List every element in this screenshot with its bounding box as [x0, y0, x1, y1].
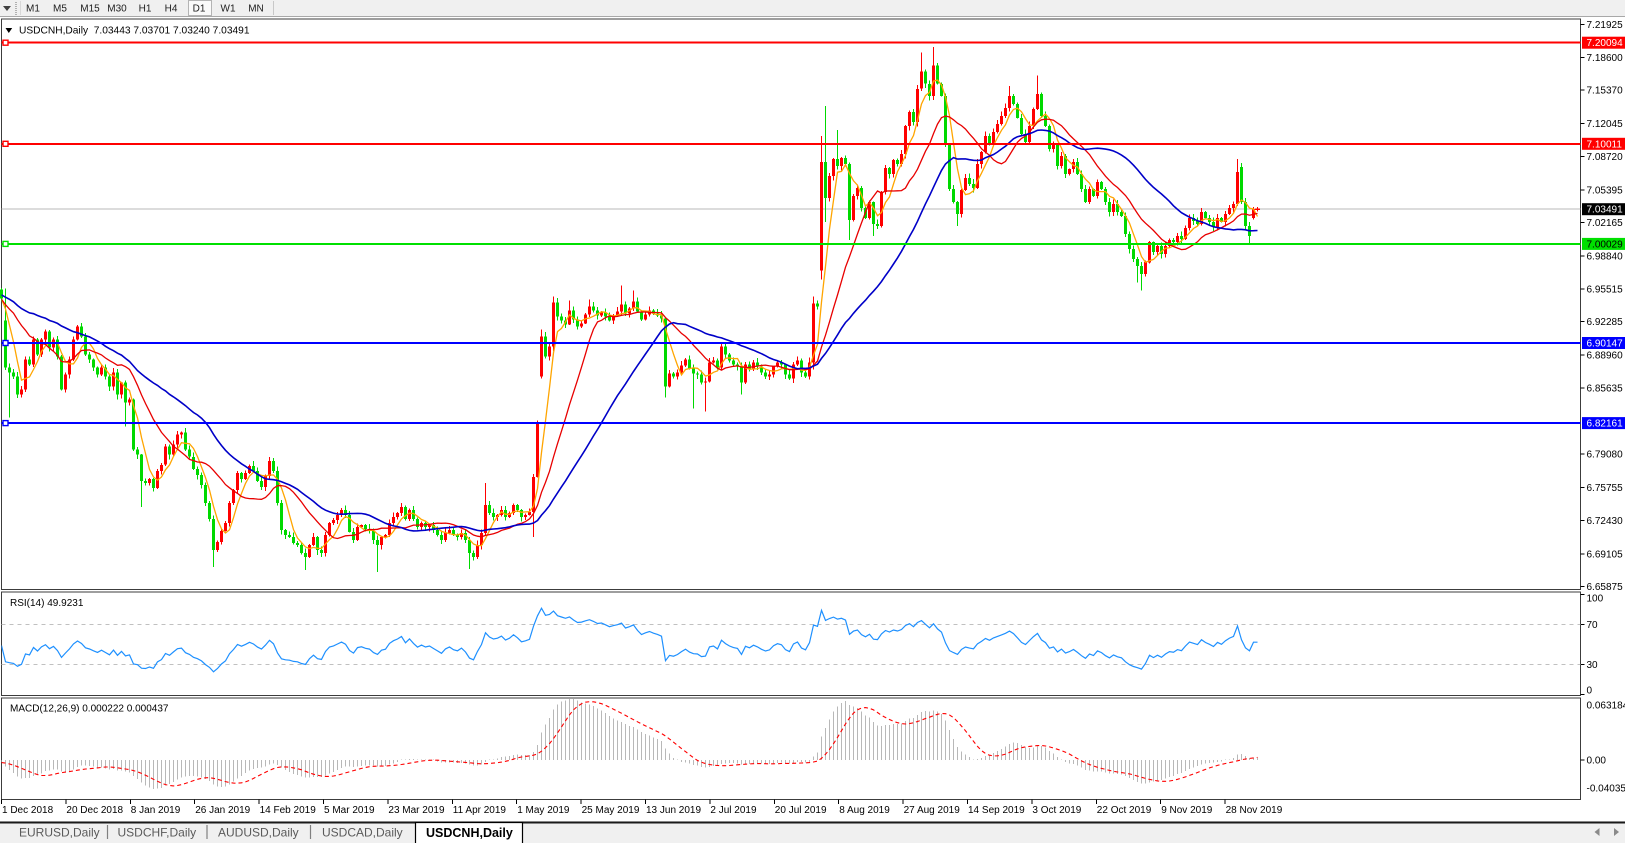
svg-text:1 Dec 2018: 1 Dec 2018: [2, 805, 54, 816]
svg-text:6.65875: 6.65875: [1587, 582, 1624, 593]
svg-text:20 Jul 2019: 20 Jul 2019: [775, 805, 827, 816]
svg-text:0.00: 0.00: [1587, 756, 1607, 767]
svg-text:W1: W1: [221, 4, 236, 15]
svg-text:6.88960: 6.88960: [1587, 350, 1624, 361]
svg-text:H4: H4: [165, 4, 178, 15]
svg-text:13 Jun 2019: 13 Jun 2019: [646, 805, 701, 816]
svg-text:7.08720: 7.08720: [1587, 152, 1624, 163]
svg-text:7.15370: 7.15370: [1587, 86, 1624, 97]
svg-text:-0.040355: -0.040355: [1587, 784, 1625, 795]
svg-text:1 May 2019: 1 May 2019: [517, 805, 570, 816]
svg-text:USDCNH,Daily: USDCNH,Daily: [426, 826, 513, 840]
svg-text:7.20094: 7.20094: [1587, 38, 1624, 49]
svg-text:22 Oct 2019: 22 Oct 2019: [1097, 805, 1152, 816]
svg-text:7.18600: 7.18600: [1587, 53, 1624, 64]
svg-text:8 Jan 2019: 8 Jan 2019: [131, 805, 181, 816]
svg-text:30: 30: [1587, 660, 1599, 671]
svg-text:3 Oct 2019: 3 Oct 2019: [1032, 805, 1081, 816]
svg-text:6.85635: 6.85635: [1587, 384, 1624, 395]
svg-text:MN: MN: [248, 4, 264, 15]
svg-text:USDCHF,Daily: USDCHF,Daily: [118, 826, 197, 840]
svg-text:7.00029: 7.00029: [1587, 239, 1624, 250]
svg-text:H1: H1: [139, 4, 152, 15]
svg-text:MACD(12,26,9) 0.000222 0.00043: MACD(12,26,9) 0.000222 0.000437: [10, 704, 169, 715]
svg-text:D1: D1: [193, 4, 206, 15]
svg-text:6.82161: 6.82161: [1587, 419, 1624, 430]
svg-text:7.05395: 7.05395: [1587, 186, 1624, 197]
svg-text:6.72430: 6.72430: [1587, 516, 1624, 527]
svg-text:6.69105: 6.69105: [1587, 550, 1624, 561]
svg-text:M30: M30: [107, 4, 127, 15]
svg-text:9 Nov 2019: 9 Nov 2019: [1161, 805, 1213, 816]
svg-text:M15: M15: [80, 4, 100, 15]
svg-text:26 Jan 2019: 26 Jan 2019: [195, 805, 250, 816]
svg-text:7.10011: 7.10011: [1587, 139, 1623, 150]
svg-text:USDCNH,Daily 7.03443 7.03701: USDCNH,Daily 7.03443 7.03701 7.03240 7.0…: [19, 26, 250, 37]
svg-text:0.063184: 0.063184: [1587, 701, 1625, 712]
svg-text:7.21925: 7.21925: [1587, 20, 1624, 31]
svg-text:14 Feb 2019: 14 Feb 2019: [260, 805, 317, 816]
svg-text:2 Jul 2019: 2 Jul 2019: [710, 805, 757, 816]
svg-text:6.95515: 6.95515: [1587, 285, 1624, 296]
svg-text:M1: M1: [26, 4, 40, 15]
svg-text:5 Mar 2019: 5 Mar 2019: [324, 805, 375, 816]
svg-text:14 Sep 2019: 14 Sep 2019: [968, 805, 1025, 816]
svg-text:28 Nov 2019: 28 Nov 2019: [1226, 805, 1283, 816]
svg-text:0: 0: [1587, 686, 1593, 697]
svg-text:7.12045: 7.12045: [1587, 119, 1624, 130]
svg-text:AUDUSD,Daily: AUDUSD,Daily: [218, 826, 299, 840]
svg-text:25 May 2019: 25 May 2019: [582, 805, 640, 816]
svg-text:7.03491: 7.03491: [1587, 205, 1624, 216]
svg-text:11 Apr 2019: 11 Apr 2019: [453, 805, 507, 816]
svg-text:23 Mar 2019: 23 Mar 2019: [388, 805, 445, 816]
svg-text:6.98840: 6.98840: [1587, 251, 1624, 262]
svg-text:7.02165: 7.02165: [1587, 218, 1624, 229]
svg-text:20 Dec 2018: 20 Dec 2018: [66, 805, 123, 816]
svg-text:8 Aug 2019: 8 Aug 2019: [839, 805, 890, 816]
svg-text:6.79080: 6.79080: [1587, 449, 1624, 460]
svg-text:M5: M5: [53, 4, 67, 15]
svg-text:100: 100: [1587, 594, 1604, 605]
svg-text:27 Aug 2019: 27 Aug 2019: [904, 805, 961, 816]
svg-text:RSI(14) 49.9231: RSI(14) 49.9231: [10, 598, 84, 609]
svg-text:6.92285: 6.92285: [1587, 317, 1624, 328]
svg-text:70: 70: [1587, 620, 1599, 631]
svg-text:6.75755: 6.75755: [1587, 483, 1624, 494]
svg-text:EURUSD,Daily: EURUSD,Daily: [19, 826, 100, 840]
svg-text:6.90147: 6.90147: [1587, 339, 1624, 350]
svg-text:USDCAD,Daily: USDCAD,Daily: [322, 826, 403, 840]
